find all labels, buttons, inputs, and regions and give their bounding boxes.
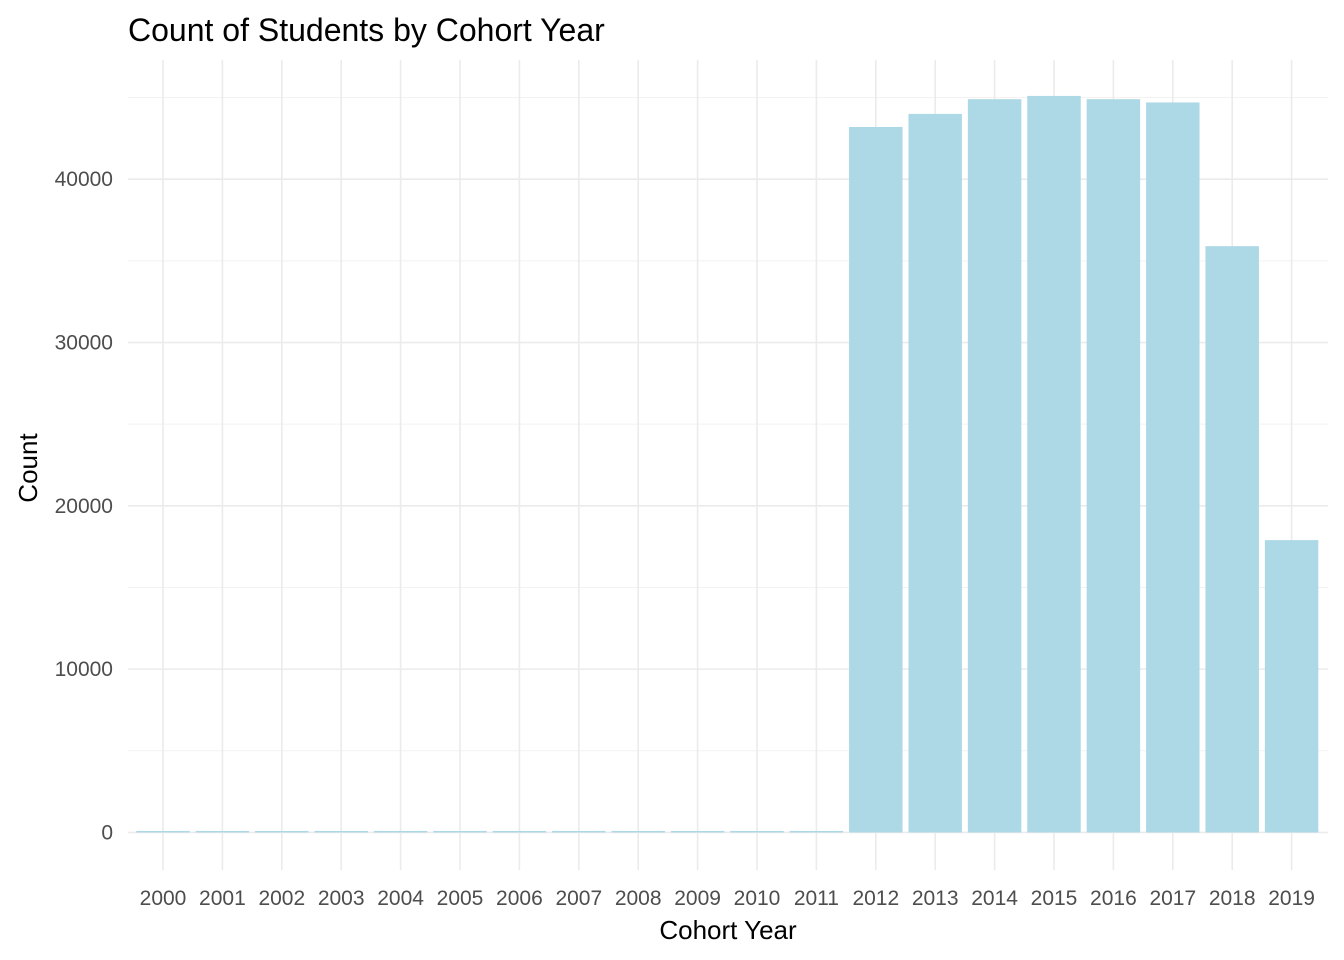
x-axis-title: Cohort Year xyxy=(659,915,797,945)
bar-2014 xyxy=(967,99,1022,833)
bar-2016 xyxy=(1086,99,1141,833)
x-tick-label: 2012 xyxy=(852,887,899,910)
x-tick-label: 2001 xyxy=(199,887,246,910)
bar-2017 xyxy=(1146,102,1200,833)
bar-2000 xyxy=(136,830,190,833)
chart-title: Count of Students by Cohort Year xyxy=(128,12,605,48)
bar-2006 xyxy=(492,830,547,833)
bar-2018 xyxy=(1205,246,1259,833)
bars xyxy=(136,95,1319,833)
x-tick-label: 2014 xyxy=(971,887,1018,910)
bar-2002 xyxy=(255,830,309,833)
y-tick-label: 0 xyxy=(101,821,113,844)
bar-2007 xyxy=(552,830,606,833)
x-tick-label: 2008 xyxy=(615,887,662,910)
x-tick-label: 2019 xyxy=(1268,887,1315,910)
y-tick-label: 40000 xyxy=(55,168,113,191)
x-tick-label: 2007 xyxy=(555,887,602,910)
y-axis-ticks: 0 10000 20000 30000 40000 xyxy=(55,168,113,844)
x-tick-label: 2006 xyxy=(496,887,543,910)
x-tick-label: 2004 xyxy=(377,887,424,910)
y-tick-label: 10000 xyxy=(55,658,113,681)
x-tick-label: 2002 xyxy=(258,887,305,910)
bar-2001 xyxy=(195,830,250,833)
bar-2010 xyxy=(730,830,784,833)
x-tick-label: 2010 xyxy=(734,887,781,910)
bar-2003 xyxy=(314,830,368,833)
x-tick-label: 2018 xyxy=(1209,887,1256,910)
bar-2012 xyxy=(849,126,903,833)
bar-2004 xyxy=(373,830,428,833)
bar-2015 xyxy=(1027,95,1081,833)
x-tick-label: 2016 xyxy=(1090,887,1137,910)
x-tick-label: 2013 xyxy=(912,887,959,910)
x-tick-label: 2003 xyxy=(318,887,365,910)
bar-2011 xyxy=(789,830,844,833)
x-axis-ticks: 2000 2001 2002 2003 2004 2005 2006 2007 2008 2009… xyxy=(140,887,1315,910)
bar-2009 xyxy=(670,830,725,833)
x-tick-label: 2011 xyxy=(794,887,839,910)
bar-2013 xyxy=(908,113,962,833)
bar-2008 xyxy=(611,830,665,833)
x-tick-label: 2000 xyxy=(140,887,187,910)
y-tick-label: 30000 xyxy=(55,332,113,355)
bar-2005 xyxy=(433,830,487,833)
x-tick-label: 2005 xyxy=(437,887,484,910)
x-tick-label: 2017 xyxy=(1149,887,1196,910)
y-axis-title: Count xyxy=(13,433,43,503)
y-tick-label: 20000 xyxy=(55,495,113,518)
x-tick-label: 2009 xyxy=(674,887,721,910)
x-tick-label: 2015 xyxy=(1031,887,1078,910)
bar-2019 xyxy=(1264,540,1319,833)
